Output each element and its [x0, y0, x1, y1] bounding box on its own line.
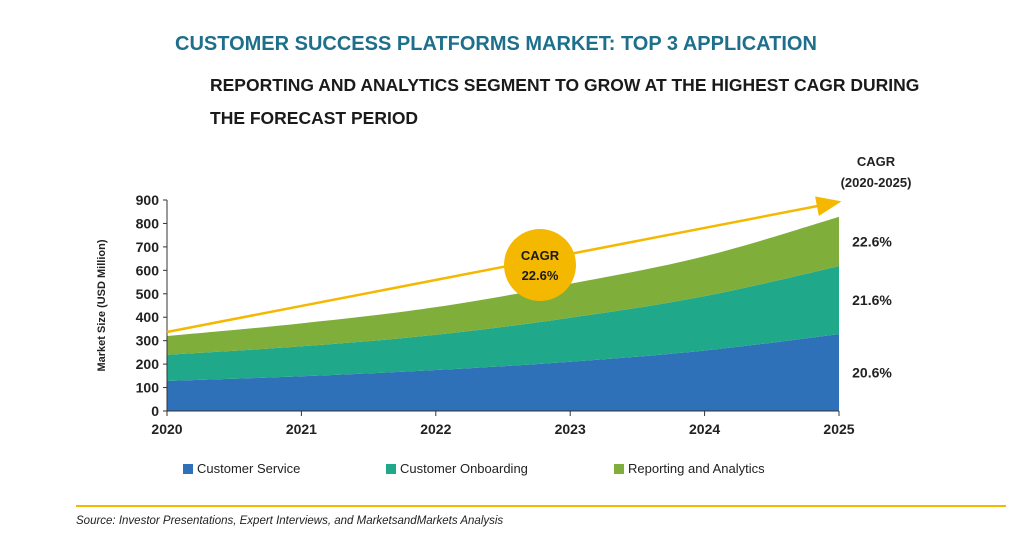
stacked-area-chart: 0 100 200 300 400 500 600 700 800 900 2020 2021 2022… [96, 154, 912, 437]
area-customer-service [167, 334, 839, 411]
y-tick-label: 200 [136, 356, 160, 372]
y-tick-label: 400 [136, 309, 160, 325]
y-axis-label: Market Size (USD Million) [96, 239, 108, 371]
chart-title: CUSTOMER SUCCESS PLATFORMS MARKET: TOP 3… [175, 33, 817, 55]
legend-label-customer-service: Customer Service [197, 461, 301, 476]
x-tick-label: 2021 [286, 421, 317, 437]
cagr-value-customer-onboarding: 21.6% [852, 292, 892, 308]
y-tick-label: 900 [136, 192, 160, 208]
y-tick-label: 800 [136, 215, 160, 231]
legend-item-customer-onboarding: Customer Onboarding [386, 461, 528, 476]
legend-item-customer-service: Customer Service [183, 461, 300, 476]
cagr-bubble-label: CAGR [521, 248, 560, 263]
y-tick-label: 100 [136, 380, 160, 396]
x-tick-label: 2023 [555, 421, 586, 437]
cagr-trend-arrow [166, 196, 842, 334]
x-tick-label: 2024 [689, 421, 720, 437]
footer-divider [76, 505, 1006, 507]
area-reporting-analytics [167, 216, 839, 355]
cagr-period: (2020-2025) [841, 175, 912, 190]
chart-subtitle-line2: THE FORECAST PERIOD [210, 108, 419, 128]
source-note: Source: Investor Presentations, Expert I… [76, 515, 504, 527]
cagr-value-reporting-analytics: 22.6% [852, 233, 892, 249]
y-tick-label: 600 [136, 262, 160, 278]
y-tick-label: 700 [136, 239, 160, 255]
legend-swatch-customer-onboarding [386, 463, 396, 474]
x-tick-label: 2025 [823, 421, 854, 437]
legend-label-customer-onboarding: Customer Onboarding [400, 461, 528, 476]
legend-swatch-customer-service [183, 463, 193, 474]
area-customer-onboarding [167, 266, 839, 381]
x-tick-label: 2020 [151, 421, 182, 437]
cagr-bubble-value: 22.6% [522, 268, 559, 283]
y-tick-label: 0 [151, 403, 159, 419]
y-tick-label: 500 [136, 286, 160, 302]
cagr-value-customer-service: 20.6% [852, 365, 892, 381]
y-tick-label: 300 [136, 333, 160, 349]
cagr-header: CAGR [857, 154, 896, 169]
legend-label-reporting-analytics: Reporting and Analytics [628, 461, 765, 476]
x-tick-label: 2022 [420, 421, 451, 437]
cagr-bubble [504, 229, 576, 301]
legend-swatch-reporting-analytics [614, 463, 624, 474]
legend-item-reporting-analytics: Reporting and Analytics [614, 461, 765, 476]
chart-subtitle-line1: REPORTING AND ANALYTICS SEGMENT TO GROW … [210, 75, 920, 95]
